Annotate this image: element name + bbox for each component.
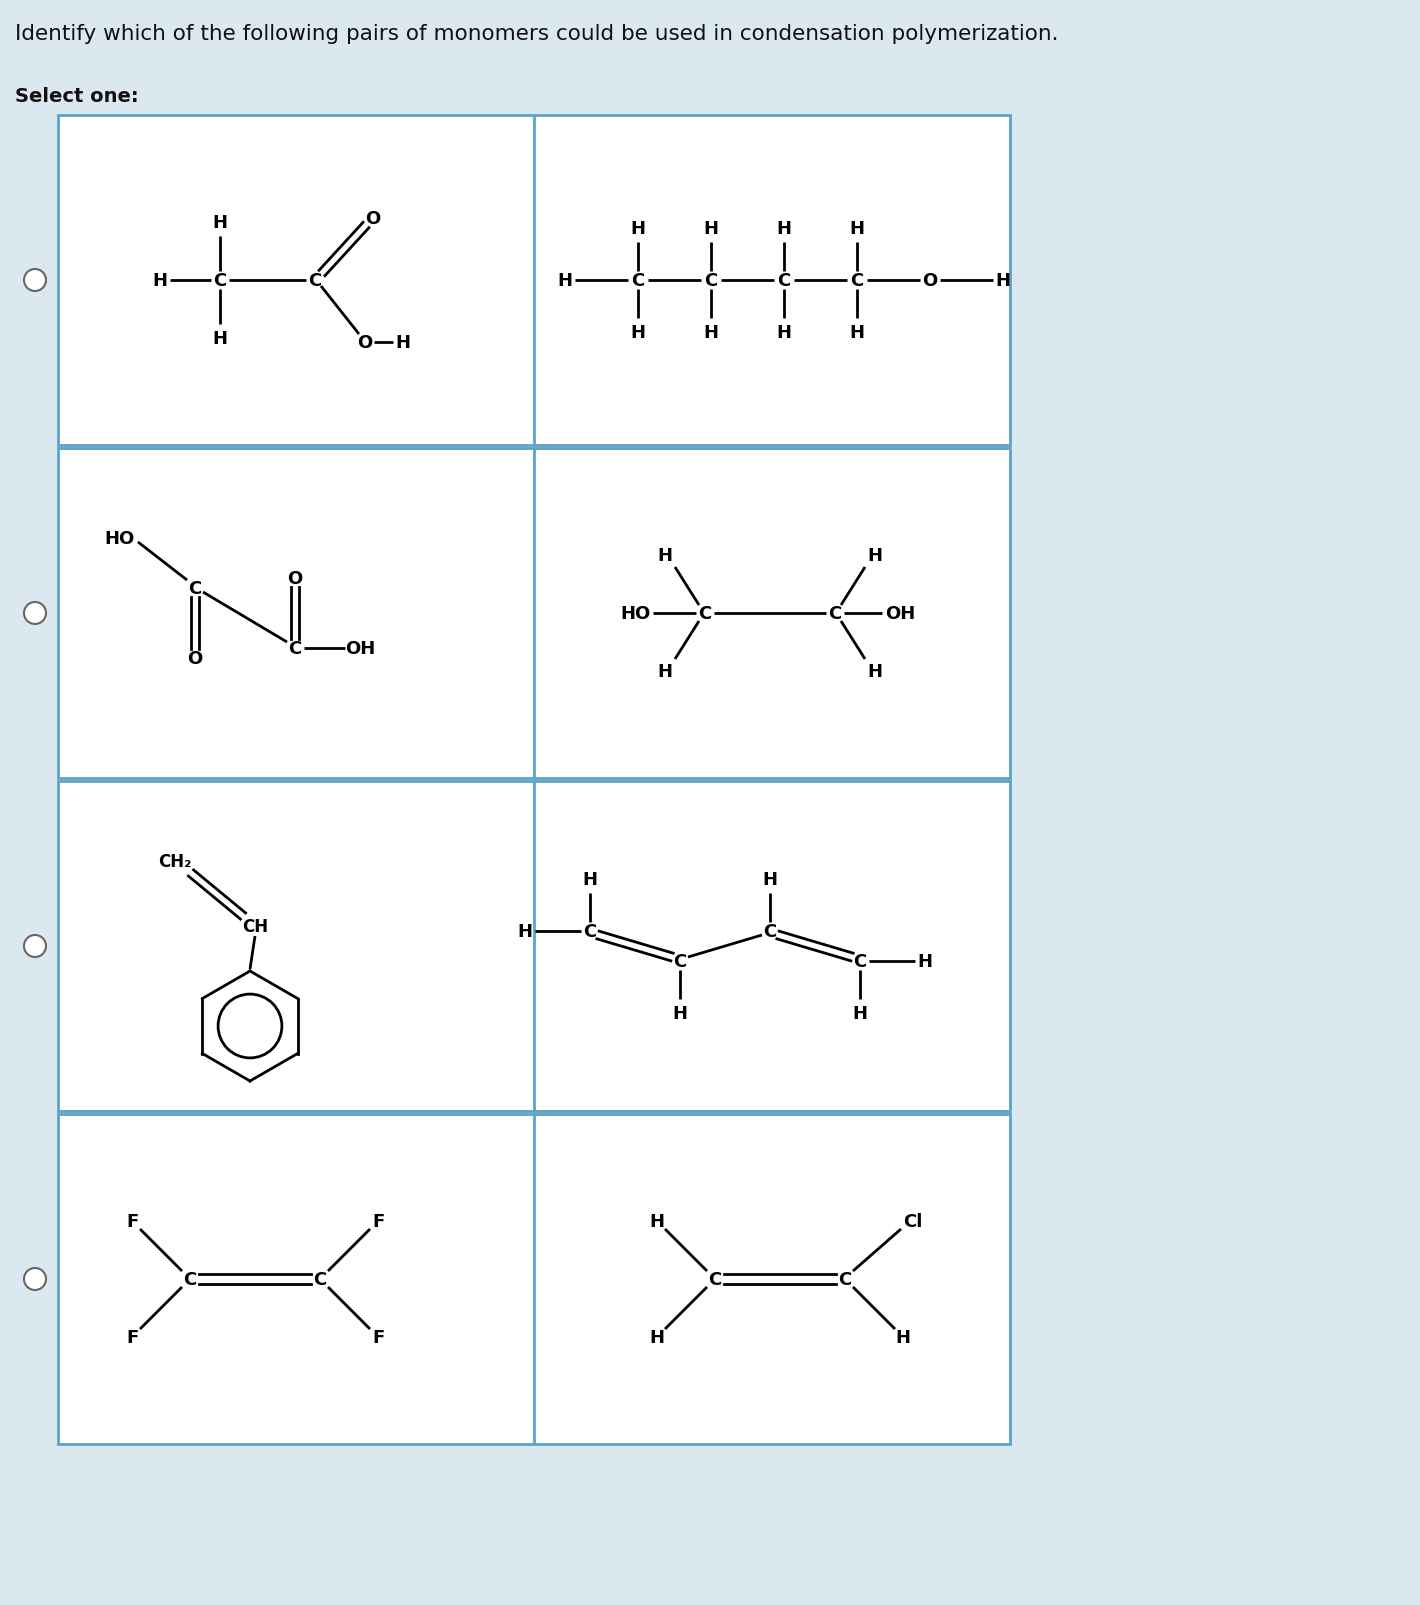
Text: OH: OH <box>345 640 375 658</box>
Text: Select one:: Select one: <box>16 87 139 106</box>
Text: H: H <box>213 329 227 348</box>
Text: H: H <box>582 870 598 889</box>
Text: C: C <box>704 271 717 291</box>
Text: O: O <box>365 210 381 228</box>
Text: C: C <box>183 1270 196 1289</box>
Text: H: H <box>649 1212 665 1231</box>
Text: C: C <box>189 579 202 597</box>
Text: H: H <box>630 220 646 238</box>
Circle shape <box>24 1268 45 1290</box>
Bar <box>58 782 1010 1111</box>
Text: H: H <box>517 923 532 941</box>
Text: H: H <box>649 1329 665 1347</box>
Text: C: C <box>213 271 227 291</box>
Text: H: H <box>763 870 778 889</box>
Text: C: C <box>709 1270 721 1289</box>
Text: CH: CH <box>241 918 268 936</box>
Text: H: H <box>657 663 673 681</box>
Bar <box>58 449 1010 778</box>
Text: HO: HO <box>105 530 135 547</box>
Text: H: H <box>896 1329 910 1347</box>
Text: C: C <box>699 605 711 623</box>
Text: F: F <box>126 1212 138 1231</box>
Text: C: C <box>828 605 842 623</box>
Text: H: H <box>213 213 227 231</box>
Text: C: C <box>288 640 301 658</box>
Bar <box>58 1114 1010 1444</box>
Circle shape <box>24 602 45 624</box>
Circle shape <box>24 936 45 958</box>
Text: H: H <box>995 271 1011 291</box>
Text: H: H <box>777 220 791 238</box>
Text: CH₂: CH₂ <box>158 852 192 870</box>
Text: Cl: Cl <box>903 1212 923 1231</box>
Text: H: H <box>703 324 719 342</box>
Text: C: C <box>838 1270 852 1289</box>
Bar <box>58 116 1010 446</box>
Text: C: C <box>632 271 645 291</box>
Text: HO: HO <box>621 605 650 623</box>
Text: C: C <box>314 1270 327 1289</box>
Text: H: H <box>777 324 791 342</box>
Text: H: H <box>868 663 882 681</box>
Circle shape <box>24 270 45 292</box>
Text: H: H <box>396 334 410 351</box>
Text: H: H <box>849 220 865 238</box>
Text: Identify which of the following pairs of monomers could be used in condensation : Identify which of the following pairs of… <box>16 24 1058 43</box>
Text: C: C <box>851 271 863 291</box>
Text: H: H <box>852 1005 868 1022</box>
Text: C: C <box>777 271 791 291</box>
Text: C: C <box>853 952 866 971</box>
Text: H: H <box>868 547 882 565</box>
Text: C: C <box>764 923 777 941</box>
Text: O: O <box>358 334 372 351</box>
Text: C: C <box>308 271 321 291</box>
Text: C: C <box>673 952 687 971</box>
Text: F: F <box>126 1329 138 1347</box>
Text: H: H <box>630 324 646 342</box>
Text: C: C <box>584 923 596 941</box>
Text: H: H <box>673 1005 687 1022</box>
Text: H: H <box>152 271 168 291</box>
Text: H: H <box>917 952 933 971</box>
Text: H: H <box>657 547 673 565</box>
Text: O: O <box>187 650 203 668</box>
Text: H: H <box>558 271 572 291</box>
Text: F: F <box>372 1329 385 1347</box>
Text: O: O <box>287 570 302 587</box>
Text: F: F <box>372 1212 385 1231</box>
Text: H: H <box>703 220 719 238</box>
Text: O: O <box>923 271 937 291</box>
Text: OH: OH <box>885 605 914 623</box>
Text: H: H <box>849 324 865 342</box>
